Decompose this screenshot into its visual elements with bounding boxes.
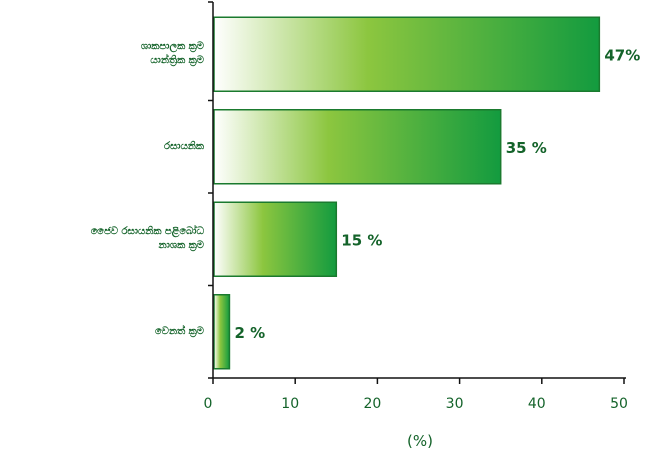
x-tick-label-40: 40 — [528, 396, 546, 412]
x-tick-label-30: 30 — [446, 396, 464, 412]
x-tick-label-10: 10 — [281, 396, 299, 412]
category-label-1: ශාකපාලක ක්‍රම යාන්ත්‍රික ක්‍රම — [4, 40, 204, 68]
category-label-line: වෙනත් ක්‍රම — [154, 325, 204, 337]
x-tick-label-50: 50 — [610, 396, 628, 412]
category-label-line: ජෛව රසායනික පළිබෝධ — [90, 226, 204, 238]
bar-value-label-4: 2 % — [234, 324, 265, 342]
category-label-4: වෙනත් ක්‍රම — [4, 325, 204, 339]
category-label-line: ශාකපාලක ක්‍රම — [140, 41, 204, 53]
x-tick-label-0: 0 — [204, 396, 213, 412]
bar-1 — [213, 16, 601, 92]
x-axis-title: (%) — [407, 432, 433, 450]
bar-2 — [213, 109, 502, 185]
category-label-line: රසායනික — [164, 140, 204, 152]
bar-value-label-1: 47% — [604, 46, 640, 64]
bar-4 — [213, 294, 231, 370]
category-label-line: නාශක ක්‍රම — [158, 240, 204, 252]
bar-value-label-3: 15 % — [341, 231, 382, 249]
category-label-line: යාන්ත්‍රික ක්‍රම — [150, 55, 204, 67]
category-label-3: ජෛව රසායනික පළිබෝධ නාශක ක්‍රම — [4, 225, 204, 253]
bar-value-label-2: 35 % — [506, 139, 547, 157]
bar-3 — [213, 201, 338, 277]
x-tick-label-20: 20 — [363, 396, 381, 412]
category-label-2: රසායනික — [4, 140, 204, 154]
